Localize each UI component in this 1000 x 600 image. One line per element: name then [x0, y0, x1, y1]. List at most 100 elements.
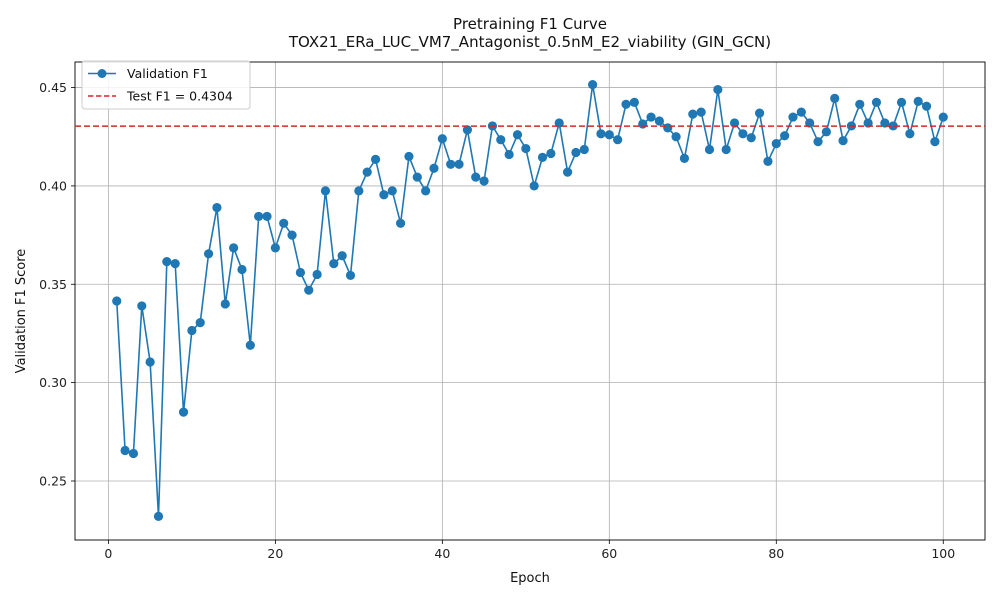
- x-axis-label: Epoch: [510, 571, 550, 586]
- validation-f1-point: [629, 97, 639, 107]
- validation-f1-point: [354, 186, 364, 196]
- grid-lines: [75, 62, 985, 540]
- validation-f1-point: [746, 133, 756, 143]
- validation-f1-point: [763, 156, 773, 166]
- legend-box: [81, 60, 251, 110]
- validation-f1-point: [813, 137, 823, 147]
- validation-f1-point: [446, 159, 456, 169]
- validation-f1-point: [496, 135, 506, 145]
- validation-f1-point: [571, 147, 581, 158]
- y-tick-label: 0.40: [39, 178, 67, 193]
- validation-f1-point: [387, 186, 397, 196]
- validation-f1-point: [888, 121, 898, 131]
- y-tick-label: 0.45: [39, 80, 67, 95]
- validation-f1-point: [805, 118, 815, 128]
- validation-f1-point: [546, 148, 556, 159]
- validation-f1-point: [178, 407, 189, 417]
- plot-frame: [74, 61, 986, 541]
- validation-f1-point: [379, 190, 389, 200]
- validation-f1-point: [604, 130, 614, 140]
- chart-title: Pretraining F1 Curve: [453, 15, 607, 33]
- axes-frame: [74, 61, 986, 541]
- validation-f1-point: [663, 123, 673, 133]
- legend: Validation F1 Test F1 = 0.4304: [81, 60, 251, 110]
- x-tick-label: 20: [267, 546, 283, 561]
- validation-f1-point: [588, 80, 598, 90]
- validation-f1-point: [229, 243, 239, 253]
- validation-f1-point: [212, 202, 222, 213]
- validation-f1-series: [112, 80, 948, 521]
- validation-f1-point: [421, 186, 431, 196]
- validation-f1-point: [320, 186, 331, 196]
- validation-f1-point: [396, 218, 406, 228]
- y-axis-label: Validation F1 Score: [14, 249, 29, 374]
- validation-f1-point: [796, 107, 806, 117]
- validation-f1-point: [905, 129, 915, 139]
- validation-f1-point: [696, 107, 706, 117]
- validation-f1-point: [579, 144, 589, 155]
- validation-f1-point: [688, 109, 698, 119]
- legend-validation-marker: [97, 69, 107, 78]
- validation-f1-point: [938, 112, 948, 122]
- x-tick-label: 0: [104, 546, 112, 561]
- validation-f1-point: [254, 211, 264, 222]
- validation-f1-point: [112, 296, 122, 306]
- validation-f1-point: [120, 445, 130, 456]
- validation-f1-point: [203, 249, 214, 259]
- validation-f1-point: [838, 136, 848, 146]
- validation-f1-point: [863, 118, 873, 128]
- validation-f1-point: [646, 112, 656, 122]
- validation-f1-point: [504, 149, 514, 160]
- validation-f1-point: [780, 131, 790, 141]
- validation-f1-point: [512, 130, 523, 140]
- legend-validation-label: Validation F1: [127, 66, 208, 81]
- x-axis-ticks: 0 20 40 60 80 100: [104, 540, 955, 561]
- validation-f1-point: [896, 97, 907, 107]
- validation-f1-point: [855, 99, 865, 109]
- validation-f1-point: [638, 119, 648, 129]
- y-tick-label: 0.25: [39, 473, 67, 488]
- validation-f1-point: [462, 125, 472, 135]
- validation-f1-point: [329, 259, 339, 269]
- chart-subtitle: TOX21_ERa_LUC_VM7_Antagonist_0.5nM_E2_vi…: [288, 33, 771, 52]
- validation-f1-point: [537, 152, 548, 162]
- validation-f1-point: [295, 267, 306, 278]
- validation-f1-point: [304, 285, 314, 295]
- validation-f1-point: [679, 153, 690, 163]
- validation-f1-point: [245, 340, 255, 350]
- validation-f1-point: [830, 93, 840, 103]
- validation-f1-point: [562, 167, 573, 177]
- y-axis-ticks: 0.25 0.30 0.35 0.40 0.45: [39, 80, 75, 488]
- validation-f1-point: [412, 172, 422, 182]
- validation-f1-point: [404, 151, 414, 162]
- validation-f1-point: [521, 143, 531, 154]
- validation-f1-point: [788, 112, 798, 122]
- y-tick-label: 0.30: [39, 375, 67, 390]
- validation-f1-line: [115, 83, 945, 518]
- validation-f1-point: [921, 101, 932, 111]
- validation-f1-point: [437, 134, 447, 144]
- validation-f1-point: [738, 129, 748, 139]
- x-tick-label: 60: [601, 546, 617, 561]
- validation-f1-point: [195, 318, 205, 328]
- validation-f1-point: [729, 118, 740, 128]
- validation-f1-point: [237, 264, 247, 275]
- validation-f1-point: [613, 135, 623, 145]
- validation-f1-point: [279, 218, 289, 228]
- validation-f1-point: [671, 132, 681, 142]
- x-tick-label: 100: [931, 546, 955, 561]
- validation-f1-point: [270, 243, 280, 253]
- validation-f1-point: [287, 230, 297, 240]
- validation-f1-point: [871, 97, 882, 107]
- validation-f1-point: [471, 172, 481, 182]
- validation-f1-point: [312, 269, 322, 280]
- validation-f1-point: [621, 99, 631, 109]
- validation-f1-point: [370, 154, 381, 164]
- validation-f1-point: [704, 144, 715, 155]
- validation-f1-point: [654, 116, 665, 126]
- validation-f1-point: [153, 511, 164, 521]
- validation-f1-point: [362, 167, 372, 177]
- validation-f1-point: [128, 448, 139, 459]
- validation-f1-point: [754, 108, 765, 118]
